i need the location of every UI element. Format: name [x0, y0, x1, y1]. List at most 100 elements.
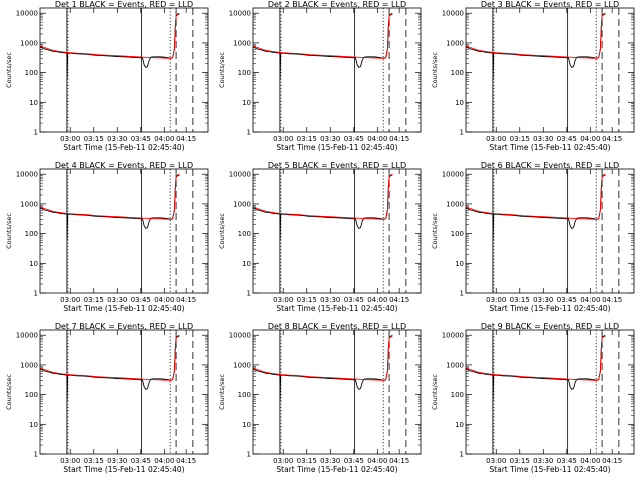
- series-line-events: [465, 174, 606, 241]
- x-tick-label: 03:45: [557, 457, 577, 465]
- y-tick-label: 1000: [233, 361, 251, 369]
- y-tick-label: 1000: [446, 39, 464, 47]
- series-line-events: [39, 174, 180, 241]
- x-tick-label: 03:00: [486, 135, 506, 143]
- x-tick-label: 03:30: [107, 457, 127, 465]
- y-tick-label: 10000: [442, 10, 464, 18]
- x-tick-label: 03:00: [273, 457, 293, 465]
- x-tick-label: 03:30: [107, 296, 127, 304]
- x-tick-label: 03:15: [297, 457, 317, 465]
- x-tick-label: 03:30: [320, 296, 340, 304]
- y-tick-label: 10000: [229, 171, 251, 179]
- x-tick-label: 04:00: [580, 457, 600, 465]
- y-axis-label: Counts/sec: [5, 213, 13, 249]
- x-tick-label: 03:15: [510, 457, 530, 465]
- panel-title: Det 8 BLACK = Events, RED = LLD: [268, 322, 406, 331]
- x-tick-label: 03:45: [344, 135, 364, 143]
- plot-frame: [39, 329, 209, 455]
- panel-title: Det 1 BLACK = Events, RED = LLD: [55, 0, 193, 9]
- y-axis-label: Counts/sec: [5, 52, 13, 88]
- panel-title: Det 5 BLACK = Events, RED = LLD: [268, 161, 406, 170]
- x-tick-label: 04:00: [154, 296, 174, 304]
- x-tick-label: 03:00: [273, 135, 293, 143]
- x-tick-label: 03:30: [107, 135, 127, 143]
- plot-frame: [252, 7, 422, 133]
- x-axis-label: Start Time (15-Feb-11 02:45:40): [276, 143, 397, 152]
- plot-frame: [252, 329, 422, 455]
- y-tick-label: 100: [25, 391, 38, 399]
- x-tick-label: 03:15: [510, 296, 530, 304]
- series-line-events: [39, 13, 180, 80]
- plot-frame: [39, 168, 209, 294]
- y-tick-label: 1: [34, 451, 38, 459]
- panel-det-6: Det 6 BLACK = Events, RED = LLD 1 10 100 100…: [431, 161, 635, 313]
- y-tick-label: 1000: [20, 361, 38, 369]
- x-tick-label: 03:15: [84, 296, 104, 304]
- x-tick-label: 04:00: [580, 296, 600, 304]
- y-tick-label: 1: [460, 129, 464, 137]
- x-axis-label: Start Time (15-Feb-11 02:45:40): [276, 465, 397, 474]
- x-tick-label: 03:45: [131, 457, 151, 465]
- y-tick-label: 10: [29, 260, 38, 268]
- x-tick-label: 04:00: [367, 457, 387, 465]
- series-line-events: [252, 335, 393, 402]
- y-tick-label: 1000: [446, 200, 464, 208]
- x-tick-label: 03:30: [320, 457, 340, 465]
- x-tick-label: 04:15: [176, 296, 196, 304]
- x-tick-label: 03:45: [131, 296, 151, 304]
- y-tick-label: 10000: [442, 171, 464, 179]
- y-tick-label: 10: [242, 260, 251, 268]
- plot-frame: [465, 168, 635, 294]
- x-axis-label: Start Time (15-Feb-11 02:45:40): [276, 304, 397, 313]
- series-line-lld: [465, 334, 606, 381]
- y-tick-label: 10000: [16, 332, 38, 340]
- series-line-lld: [39, 12, 180, 59]
- y-tick-label: 100: [238, 391, 251, 399]
- y-axis-label: Counts/sec: [431, 52, 439, 88]
- series-line-events: [465, 13, 606, 80]
- panel-det-5: Det 5 BLACK = Events, RED = LLD 1 10 100 100…: [218, 161, 422, 313]
- x-tick-label: 04:00: [154, 457, 174, 465]
- panel-det-8: Det 8 BLACK = Events, RED = LLD 1 10 100 100…: [218, 322, 422, 474]
- x-tick-label: 03:15: [84, 135, 104, 143]
- y-tick-label: 10: [455, 260, 464, 268]
- y-axis-label: Counts/sec: [431, 213, 439, 249]
- x-axis-label: Start Time (15-Feb-11 02:45:40): [489, 465, 610, 474]
- y-tick-label: 1000: [233, 39, 251, 47]
- panel-det-1: Det 1 BLACK = Events, RED = LLD 1 10 100 100…: [5, 0, 209, 152]
- panel-det-7: Det 7 BLACK = Events, RED = LLD 1 10 100 100…: [5, 322, 209, 474]
- panel-title: Det 7 BLACK = Events, RED = LLD: [55, 322, 193, 331]
- y-tick-label: 10000: [229, 332, 251, 340]
- panel-det-9: Det 9 BLACK = Events, RED = LLD 1 10 100 100…: [431, 322, 635, 474]
- plot-frame: [252, 168, 422, 294]
- x-axis-label: Start Time (15-Feb-11 02:45:40): [489, 143, 610, 152]
- y-tick-label: 100: [451, 69, 464, 77]
- x-tick-label: 03:15: [297, 135, 317, 143]
- y-tick-label: 1: [247, 290, 251, 298]
- plot-frame: [39, 7, 209, 133]
- panel-det-4: Det 4 BLACK = Events, RED = LLD 1 10 100 100…: [5, 161, 209, 313]
- y-axis-label: Counts/sec: [218, 213, 226, 249]
- x-tick-label: 04:15: [176, 457, 196, 465]
- x-tick-label: 03:45: [557, 135, 577, 143]
- plot-frame: [465, 329, 635, 455]
- y-tick-label: 10: [242, 421, 251, 429]
- x-tick-label: 04:15: [602, 457, 622, 465]
- y-tick-label: 10: [455, 99, 464, 107]
- y-tick-label: 100: [238, 69, 251, 77]
- y-tick-label: 100: [238, 230, 251, 238]
- y-tick-label: 10: [29, 421, 38, 429]
- panel-det-2: Det 2 BLACK = Events, RED = LLD 1 10 100 100…: [218, 0, 422, 152]
- series-line-events: [252, 174, 393, 241]
- y-tick-label: 10: [242, 99, 251, 107]
- x-axis-label: Start Time (15-Feb-11 02:45:40): [63, 143, 184, 152]
- series-line-lld: [252, 173, 393, 220]
- x-tick-label: 03:30: [533, 296, 553, 304]
- y-tick-label: 1: [460, 451, 464, 459]
- panel-title: Det 9 BLACK = Events, RED = LLD: [481, 322, 619, 331]
- x-tick-label: 03:00: [60, 296, 80, 304]
- x-tick-label: 04:15: [602, 135, 622, 143]
- x-tick-label: 03:00: [486, 296, 506, 304]
- y-tick-label: 10: [29, 99, 38, 107]
